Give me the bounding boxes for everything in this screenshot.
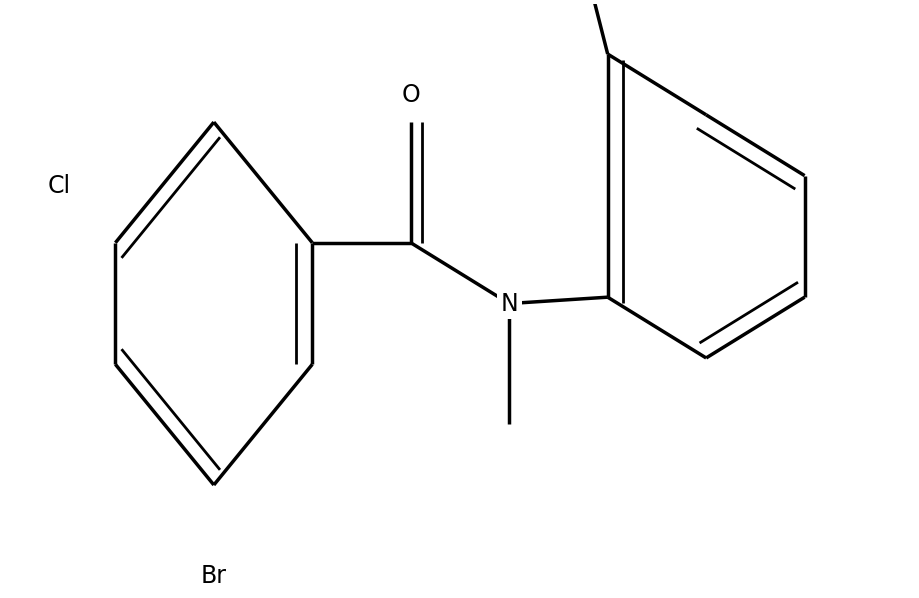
Text: N: N bbox=[500, 292, 517, 316]
Text: O: O bbox=[401, 83, 420, 107]
Text: Cl: Cl bbox=[47, 173, 71, 197]
Text: Br: Br bbox=[200, 564, 227, 588]
